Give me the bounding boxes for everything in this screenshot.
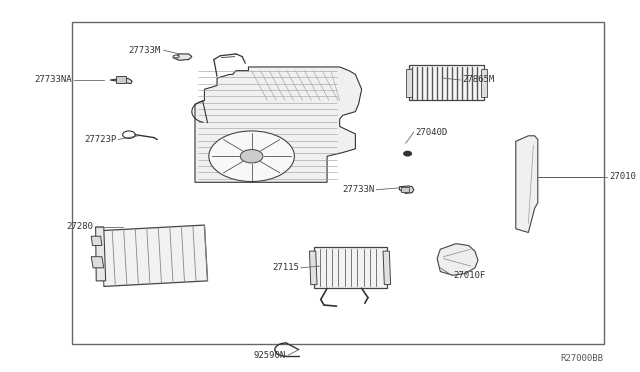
Bar	[72, 22, 604, 344]
Polygon shape	[110, 78, 132, 84]
Polygon shape	[481, 69, 488, 97]
Text: 27733M: 27733M	[128, 46, 161, 55]
Polygon shape	[409, 65, 484, 100]
Polygon shape	[314, 247, 387, 288]
Text: 27733N: 27733N	[342, 185, 374, 194]
Text: 27733NA: 27733NA	[35, 76, 72, 84]
Polygon shape	[195, 67, 362, 182]
Text: 27010: 27010	[609, 172, 636, 181]
Ellipse shape	[173, 55, 179, 58]
Polygon shape	[92, 236, 102, 246]
Polygon shape	[100, 225, 207, 286]
Polygon shape	[437, 244, 478, 275]
Text: 27865M: 27865M	[462, 76, 495, 84]
Text: 27280: 27280	[66, 222, 93, 231]
Polygon shape	[95, 227, 106, 281]
Text: 27723P: 27723P	[84, 135, 116, 144]
Polygon shape	[399, 186, 414, 193]
Text: 92590N: 92590N	[254, 351, 286, 360]
Text: 27115: 27115	[272, 263, 299, 272]
Text: R27000BB: R27000BB	[561, 354, 604, 363]
Text: 27010F: 27010F	[453, 271, 485, 280]
Polygon shape	[383, 251, 390, 285]
Polygon shape	[516, 136, 538, 232]
Circle shape	[240, 150, 263, 163]
Polygon shape	[173, 54, 192, 60]
Polygon shape	[92, 257, 104, 268]
Polygon shape	[406, 69, 412, 97]
Polygon shape	[310, 251, 317, 285]
Polygon shape	[401, 187, 409, 192]
Circle shape	[209, 131, 294, 182]
Circle shape	[404, 151, 412, 156]
Polygon shape	[116, 76, 126, 83]
Text: 27040D: 27040D	[415, 128, 447, 137]
